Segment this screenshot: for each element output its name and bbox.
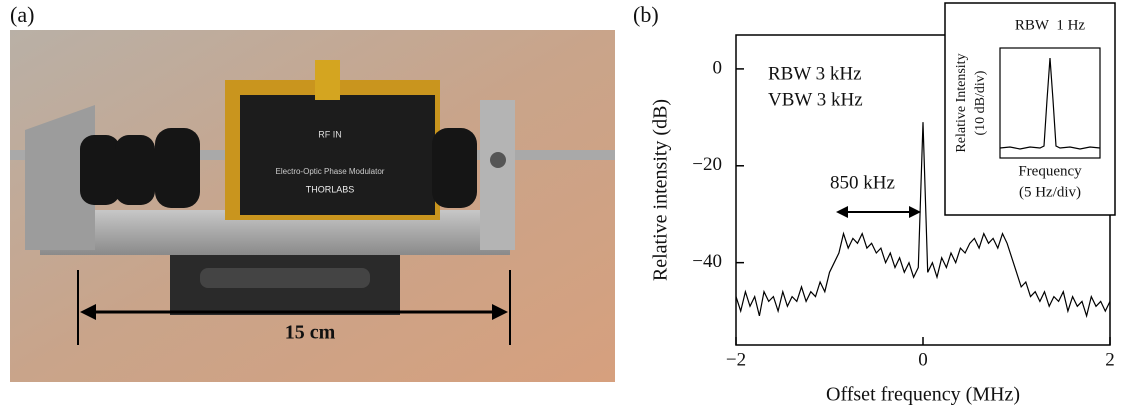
x-tick-label: 0 (918, 349, 928, 370)
panel-label: (a) (10, 2, 34, 27)
inset-x-label: Frequency (1018, 163, 1082, 179)
annotation: 850 kHz (830, 172, 895, 193)
arrow-head (909, 206, 921, 218)
annotation: RBW 3 kHz (768, 63, 862, 84)
x-axis-label: Offset frequency (MHz) (826, 384, 1020, 406)
x-tick-label: −2 (726, 349, 746, 370)
inset-x-unit: (5 Hz/div) (1019, 184, 1081, 200)
arrow-head (836, 206, 848, 218)
photo: RF IN Electro-Optic Phase Modulator THOR… (10, 30, 615, 382)
annotation: VBW 3 kHz (768, 89, 863, 110)
inset-y-unit: (10 dB/div) (973, 70, 988, 135)
x-tick-label: 2 (1105, 349, 1115, 370)
inset: RBW 1 Hz Relative Intensity (10 dB/div) … (944, 2, 1116, 216)
port-label: RF IN (318, 129, 342, 139)
device-label: Electro-Optic Phase Modulator (276, 167, 385, 176)
brand-label: THORLABS (306, 184, 355, 194)
y-tick-label: −40 (692, 251, 722, 272)
scale-label: 15 cm (285, 322, 336, 344)
y-tick-label: 0 (713, 57, 723, 78)
y-tick-label: −20 (692, 154, 722, 175)
inset-title: RBW 1 Hz (1015, 17, 1085, 33)
spectrum-line (735, 122, 1111, 319)
inset-y-label: Relative Intensity (954, 53, 969, 152)
y-axis-label: Relative intensity (dB) (650, 99, 672, 281)
panel-label: (b) (633, 2, 659, 27)
